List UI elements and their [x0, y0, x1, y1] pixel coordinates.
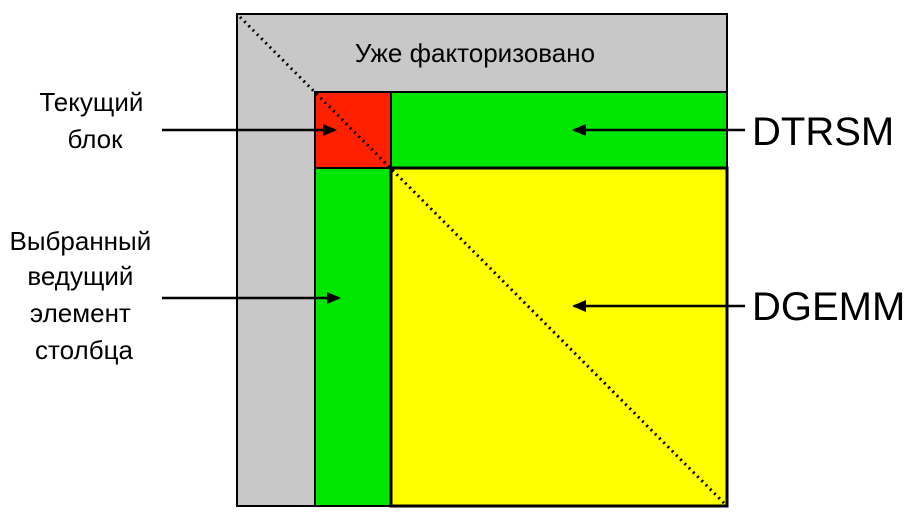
pivot-column-label-line-2: ведущий	[27, 261, 133, 291]
dgemm-label: DGEMM	[752, 285, 905, 329]
current-block-label-line-2: блок	[67, 124, 123, 154]
factorized-label: Уже факторизовано	[355, 38, 595, 68]
current-block-label-line-1: Текущий	[39, 87, 143, 117]
current-block-label: Текущий блок	[39, 87, 150, 154]
pivot-column-panel	[314, 167, 392, 507]
dtrsm-label: DTRSM	[752, 110, 894, 154]
pivot-column-label-line-1: Выбранный	[9, 226, 151, 256]
pivot-column-label-line-3: элемент	[30, 298, 131, 328]
pivot-column-label-line-4: столбца	[35, 335, 133, 365]
matrix-diagonal	[238, 15, 727, 506]
pivot-column-label: Выбранный ведущий элемент столбца	[9, 226, 158, 365]
matrix-border	[236, 13, 728, 507]
